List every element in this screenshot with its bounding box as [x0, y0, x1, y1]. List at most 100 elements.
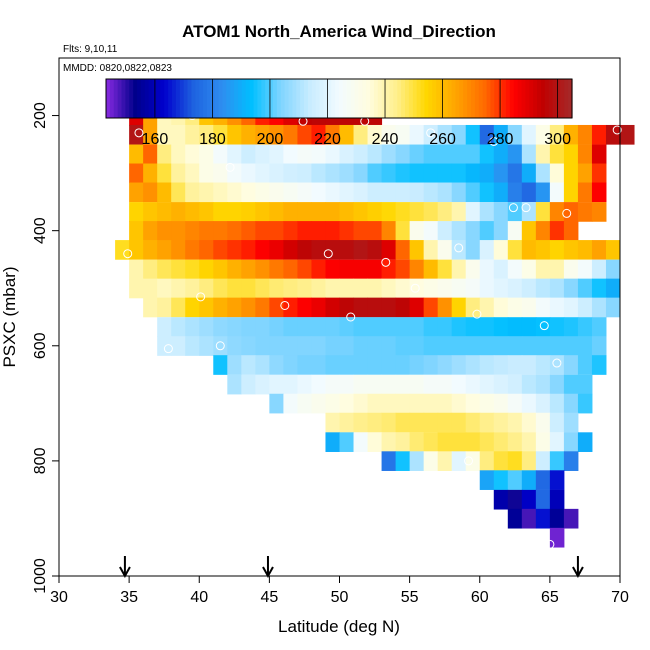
heatmap-cell — [185, 124, 200, 145]
colorbar-segment — [269, 79, 274, 118]
x-tick-label: 65 — [541, 589, 559, 606]
flight-marker — [381, 257, 391, 267]
heatmap-cell — [199, 144, 214, 165]
heatmap-cell — [465, 317, 481, 337]
colorbar-segment — [408, 79, 414, 118]
heatmap-cell — [479, 202, 495, 222]
heatmap-cell — [171, 278, 186, 299]
heatmap-cell — [409, 297, 425, 318]
heatmap-cell — [479, 432, 495, 452]
axes: 30 35 40 45 50 55 60 65 70 200 400 600 800 1000 — [32, 102, 629, 606]
heatmap-cell — [563, 393, 579, 414]
heatmap-cell — [535, 259, 551, 280]
flights-label: Flts: 9,10,11 — [63, 44, 118, 55]
heatmap-cell — [465, 182, 481, 203]
heatmap-cell — [409, 432, 425, 452]
heatmap-cell — [269, 163, 284, 184]
heatmap-cell — [521, 451, 537, 471]
heatmap-cell — [143, 240, 158, 260]
heatmap-cell — [479, 374, 495, 395]
heatmap-cell — [437, 336, 453, 356]
heatmap-cell — [437, 297, 453, 318]
heatmap-cell — [535, 278, 551, 299]
heatmap-cell — [409, 144, 425, 165]
heatmap-cell — [199, 202, 214, 222]
heatmap-cell — [185, 144, 200, 165]
heatmap-cell — [297, 124, 312, 145]
colorbar-segment — [447, 79, 453, 118]
colorbar-segment — [284, 79, 290, 118]
heatmap-cell — [409, 355, 425, 375]
colorbar-segment — [222, 79, 227, 118]
heatmap-cell — [423, 317, 439, 337]
colorbar-segment — [234, 79, 239, 118]
x-tick-label: 40 — [190, 589, 208, 606]
heatmap-cell — [423, 240, 439, 260]
heatmap-cell — [395, 451, 411, 471]
heatmap-cell — [157, 297, 172, 318]
colorbar-segment — [385, 79, 391, 118]
heatmap-cell — [367, 355, 383, 375]
heatmap-cell — [563, 508, 579, 529]
heatmap-cell — [479, 221, 495, 241]
heatmap-cell — [465, 259, 481, 280]
heatmap-cell — [479, 278, 495, 299]
heatmap-cell — [129, 221, 144, 241]
heatmap-cell — [563, 124, 579, 145]
heatmap-cell — [507, 259, 523, 280]
heatmap-cell — [241, 336, 256, 356]
heatmap-cell — [339, 259, 355, 280]
heatmap-cell — [437, 240, 453, 260]
heatmap-cell — [409, 124, 425, 145]
heatmap-cell — [269, 221, 284, 241]
heatmap-cell — [577, 432, 593, 452]
heatmap-cell — [591, 144, 607, 165]
heatmap-cell — [563, 336, 579, 356]
heatmap-cell — [325, 393, 340, 414]
heatmap-cell — [409, 221, 425, 241]
heatmap-cell — [549, 432, 565, 452]
heatmap-cell — [283, 355, 298, 375]
colorbar-segment — [300, 79, 305, 118]
heatmap-cell — [563, 163, 579, 184]
heatmap-cell — [507, 144, 523, 165]
heatmap-cell — [227, 317, 242, 337]
heatmap-cell — [451, 297, 467, 318]
heatmap-cell — [283, 278, 298, 299]
heatmap-cell — [227, 221, 242, 241]
heatmap-cell — [577, 393, 593, 414]
heatmap-cell — [479, 470, 495, 490]
heatmap-cell — [129, 124, 144, 145]
heatmap-cell — [493, 451, 509, 471]
heatmap-cell — [605, 240, 621, 260]
heatmap-cell — [549, 144, 565, 165]
colorbar-segment — [210, 79, 216, 118]
heatmap-cell — [311, 297, 326, 318]
heatmap-cell — [213, 259, 228, 280]
heatmap-cell — [493, 144, 509, 165]
heatmap-cell — [451, 336, 467, 356]
heatmap-cell — [381, 355, 397, 375]
colorbar-segment — [315, 79, 321, 118]
heatmap-cell — [577, 374, 593, 395]
heatmap-cell — [227, 374, 242, 395]
colorbar-segment — [272, 79, 278, 118]
flight-marker — [225, 162, 235, 172]
heatmap-cell — [423, 221, 439, 241]
heatmap-cell — [199, 317, 214, 337]
heatmap-cell — [451, 259, 467, 280]
heatmap-cell — [157, 278, 172, 299]
colorbar-segment — [533, 79, 538, 118]
heatmap-cell — [297, 182, 312, 203]
colorbar-segment — [509, 79, 515, 118]
heatmap-cell — [479, 163, 495, 184]
heatmap-cell — [241, 297, 256, 318]
colorbar-segment — [113, 79, 119, 118]
heatmap-cell — [465, 374, 481, 395]
heatmap-cell — [255, 355, 270, 375]
heatmap-cell — [521, 278, 537, 299]
heatmap-cell — [213, 124, 228, 145]
heatmap-cell — [507, 297, 523, 318]
heatmap-cell — [297, 278, 312, 299]
heatmap-cell — [437, 182, 453, 203]
